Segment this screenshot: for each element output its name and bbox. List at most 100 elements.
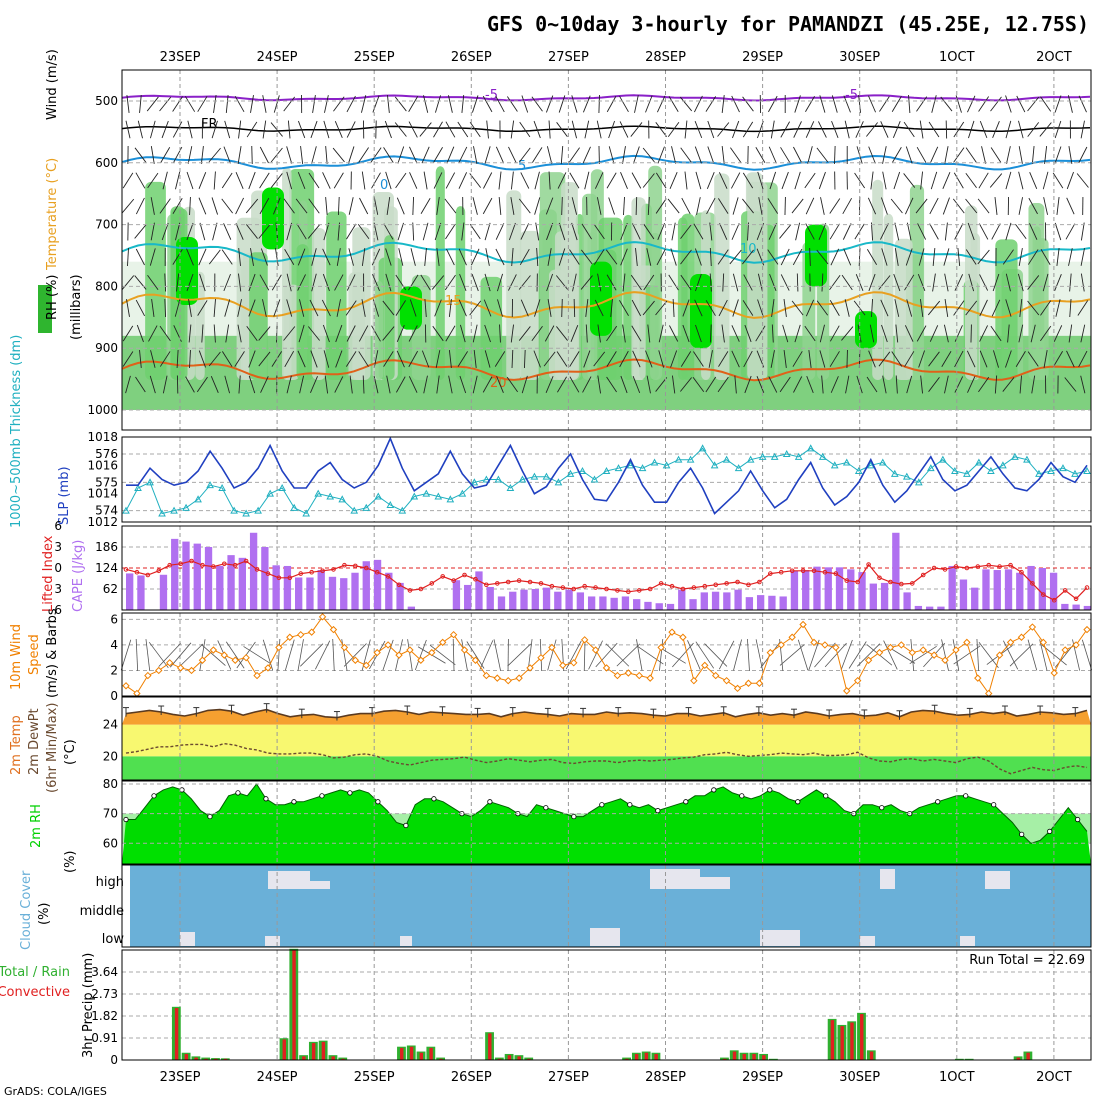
wind-barb [424,298,427,318]
rh2-point [627,802,633,808]
cape-bar [768,595,776,610]
rh-shading-column [435,166,445,380]
chart-title: GFS 0~10day 3-hourly for PAMANDZI (45.25… [487,12,1089,36]
wind-barb [198,171,207,190]
precip-convective-bar [625,1058,629,1060]
wind-barb [506,376,518,393]
wind-barb [593,249,605,265]
wind-barb [742,96,754,112]
pressure-tick-label: 900 [95,341,118,355]
wind-barb [870,171,874,190]
wind-barb [136,324,144,343]
wind-barb [421,350,430,368]
rh2-point [767,787,773,793]
wind10-barb [909,645,937,665]
lifted-index-point [713,582,719,588]
wind-barb [732,120,740,139]
cloud-high-bar [700,877,730,889]
thickness-point [614,464,623,472]
cloud-tick-label: high [96,875,124,890]
wind-barb [953,147,965,163]
wind-barb [286,222,293,241]
wind-barb [258,224,271,239]
wind-barb [743,350,753,368]
wind-barb [717,122,730,137]
wind-barb [768,146,777,164]
wind-barb [248,375,256,394]
wind-barb [472,375,478,394]
wind10-speed-point [799,620,807,629]
wind10-speed-point [624,669,633,677]
thickness-point [794,452,803,460]
wind-barb [957,247,961,267]
wind-barb [667,121,680,138]
wind10-barb [779,644,805,666]
wind-barb [894,248,899,266]
wind-barb [904,351,915,367]
wind10-barb [718,640,735,670]
thickness-axis-label: 1000~500mb Thickness (dm) [9,335,24,528]
wind-barb [630,274,642,291]
rh2-unit-label: (%) [63,851,78,874]
wind-barb [333,96,345,112]
wind10-barb [120,639,132,671]
wind-barb [804,325,816,342]
wind-barb [186,222,194,241]
wind10-barb [343,643,367,667]
wind-barb [1019,375,1022,394]
wind-barb [620,172,628,189]
wind-barb [821,375,824,394]
rh2-point [1075,816,1081,823]
cape-bar [486,586,494,610]
wind-barb [646,375,651,394]
wind-barb [126,299,130,317]
wind-barb [172,96,183,112]
wind10-label-line2: Speed [27,634,42,675]
wind-barb [135,172,146,189]
precip-total-bar [964,1058,974,1060]
cape-bar [1016,572,1024,610]
rh2-point [1047,828,1053,834]
rh2-point [319,793,325,799]
wind-barb [284,249,295,265]
wind-barb [149,375,156,394]
wind-barb [221,198,234,214]
wind-barb [235,172,244,189]
wind-barb [297,171,306,190]
wind10-barb [840,639,853,671]
lifted-index-point [571,586,577,592]
precip-convective-bar [860,1014,864,1060]
wind-barb [953,121,965,138]
wind-barb [335,324,343,343]
wind10-barb [941,639,949,671]
isotherm-10 [121,241,1091,264]
wind-barb [445,223,456,240]
wind-barb [521,375,528,394]
wind-barb [597,273,602,292]
wind10-speed-point [187,666,196,675]
cloud-high-bar [310,881,330,889]
wind-barb [546,273,554,292]
wind10-speed-point [428,648,436,657]
wind10-barb [1027,639,1038,671]
wind-barb [1040,325,1052,342]
wind-barb [695,171,702,190]
thickness-point [939,455,947,463]
wind10-barb [1009,643,1034,667]
wind-barb [246,224,258,239]
wind-barb [918,350,925,368]
cape-bar [126,573,134,610]
precip-convective-bar [439,1058,443,1060]
lifted-index-point [626,589,631,595]
wind-barb [668,274,679,291]
wind-barb [694,248,702,266]
wind-barb [705,96,717,112]
wind10-barb [952,639,960,671]
lifted-index-point [778,569,784,575]
wind-barb [709,273,712,292]
wind-barb [423,375,428,394]
wind-barb [147,274,159,291]
wind-barb [768,223,777,240]
wind-barb [135,376,146,393]
wind-barb [1068,248,1073,266]
